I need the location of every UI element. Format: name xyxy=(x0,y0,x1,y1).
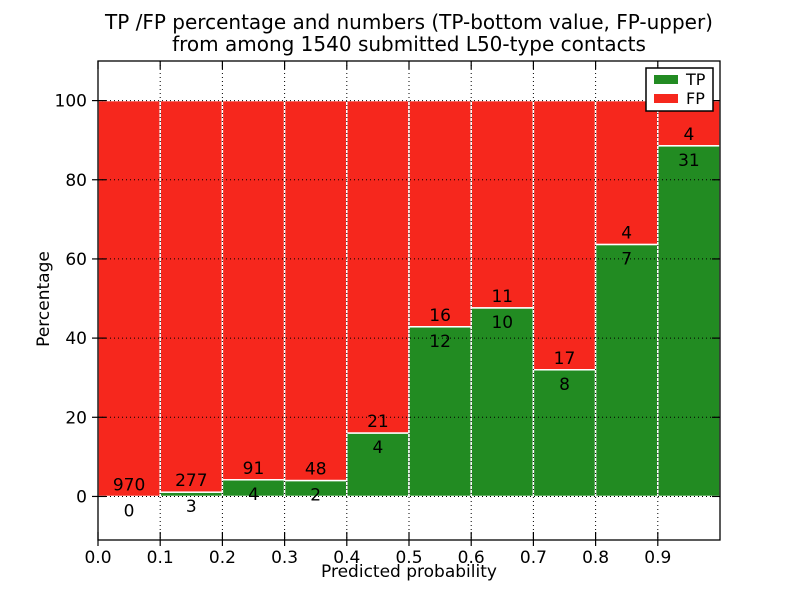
y-tick-label: 0 xyxy=(76,487,87,507)
legend-swatch-fp xyxy=(654,94,678,103)
chart-title-line1: TP /FP percentage and numbers (TP-bottom… xyxy=(105,10,713,34)
fp-count-label-0: 970 xyxy=(113,475,145,495)
chart-title: TP /FP percentage and numbers (TP-bottom… xyxy=(98,11,720,55)
chart-title-line2: from among 1540 submitted L50-type conta… xyxy=(172,32,646,56)
x-tick-label: 0.9 xyxy=(644,548,671,568)
tp-count-label-8: 7 xyxy=(621,250,632,270)
bar-segment-fp-3 xyxy=(283,99,348,482)
tp-count-label-4: 4 xyxy=(372,438,383,458)
y-tick-label: 20 xyxy=(65,408,87,428)
bar-segment-tp-5 xyxy=(408,326,472,498)
fp-count-label-7: 17 xyxy=(554,349,576,369)
x-tick-label: 0.1 xyxy=(147,548,174,568)
y-tick-label: 80 xyxy=(65,171,87,191)
tp-count-label-1: 3 xyxy=(186,497,197,517)
x-tick-label: 0.3 xyxy=(271,548,298,568)
bar-segment-fp-4 xyxy=(346,99,410,434)
bar-segment-fp-7 xyxy=(532,99,597,371)
bar-segment-tp-7 xyxy=(532,369,597,498)
x-tick-label: 0.5 xyxy=(395,548,422,568)
bar-segment-fp-6 xyxy=(470,99,535,309)
fp-count-label-1: 277 xyxy=(175,471,207,491)
x-axis-label: Predicted probability xyxy=(321,562,497,582)
bar-segment-fp-2 xyxy=(221,99,286,481)
y-tick-label: 60 xyxy=(65,250,87,270)
fp-count-label-9: 4 xyxy=(683,125,694,145)
tp-count-label-3: 2 xyxy=(310,486,321,506)
y-tick-label: 40 xyxy=(65,329,87,349)
tp-count-label-9: 31 xyxy=(678,151,700,171)
legend-label-fp: FP xyxy=(686,89,705,108)
y-axis-label: Percentage xyxy=(34,251,54,347)
fp-count-label-8: 4 xyxy=(621,224,632,244)
x-tick-label: 0.0 xyxy=(84,548,111,568)
x-tick-label: 0.4 xyxy=(333,548,360,568)
tp-count-label-0: 0 xyxy=(124,501,135,521)
bar-segment-fp-0 xyxy=(97,99,161,498)
bar-segment-tp-1 xyxy=(159,491,224,498)
bar-segment-fp-1 xyxy=(159,99,224,493)
tp-count-label-6: 10 xyxy=(491,313,513,333)
bar-segment-tp-6 xyxy=(470,307,535,498)
tp-count-label-2: 4 xyxy=(248,485,259,505)
x-tick-label: 0.8 xyxy=(582,548,609,568)
bar-segment-tp-8 xyxy=(594,243,659,498)
x-tick-label: 0.6 xyxy=(458,548,485,568)
bar-segment-fp-5 xyxy=(408,99,472,328)
x-tick-label: 0.7 xyxy=(520,548,547,568)
fp-count-label-5: 16 xyxy=(429,306,451,326)
tp-count-label-5: 12 xyxy=(429,332,451,352)
tp-count-label-7: 8 xyxy=(559,375,570,395)
fp-count-label-3: 48 xyxy=(305,460,327,480)
bar-segment-tp-4 xyxy=(346,432,410,498)
fp-count-label-2: 91 xyxy=(243,459,265,479)
y-tick-label: 100 xyxy=(55,92,87,112)
x-tick-label: 0.2 xyxy=(209,548,236,568)
legend-swatch-tp xyxy=(654,75,678,84)
fp-count-label-6: 11 xyxy=(491,287,513,307)
fp-count-label-4: 21 xyxy=(367,412,389,432)
legend-label-tp: TP xyxy=(685,70,706,89)
bar-segment-tp-9 xyxy=(657,145,721,498)
